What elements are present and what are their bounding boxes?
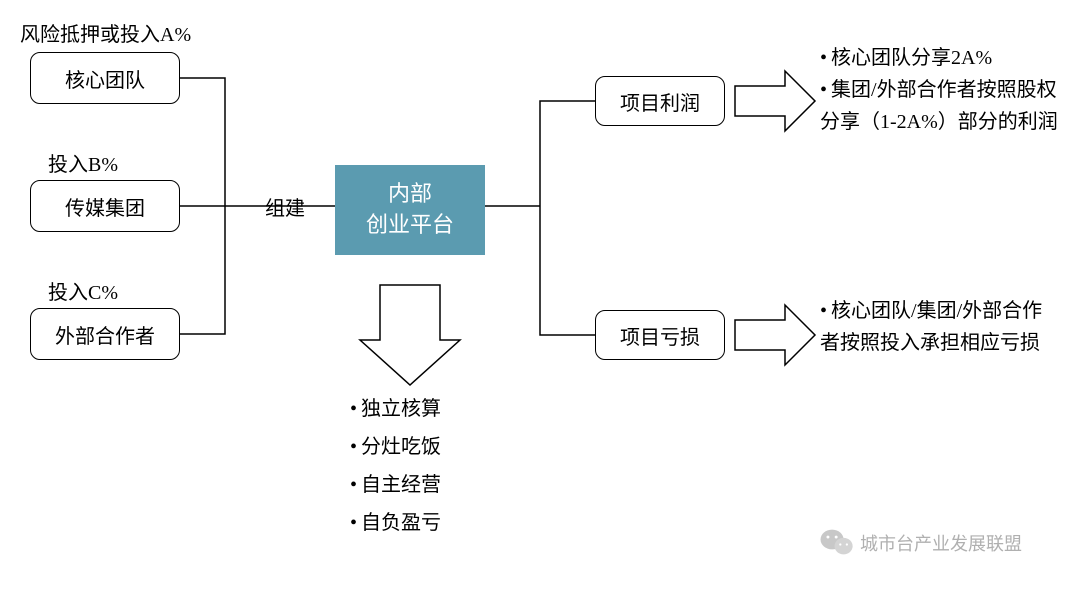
- node-loss-label: 项目亏损: [620, 321, 700, 350]
- center-line1: 内部: [388, 179, 432, 210]
- node1-header: 风险抵押或投入A%: [20, 18, 191, 47]
- center-platform: 内部 创业平台: [335, 165, 485, 255]
- node-profit-label: 项目利润: [620, 87, 700, 116]
- watermark-text: 城市台产业发展联盟: [860, 530, 1022, 556]
- feature-2: 分灶吃饭: [350, 428, 441, 466]
- feature-3: 自主经营: [350, 466, 441, 504]
- merge-label: 组建: [265, 192, 305, 221]
- profit-bullets: 核心团队分享2A% 集团/外部合作者按照股权分享（1-2A%）部分的利润: [820, 42, 1060, 138]
- feature-1: 独立核算: [350, 390, 441, 428]
- node-profit: 项目利润: [595, 76, 725, 126]
- profit-bullet-2: 集团/外部合作者按照股权分享（1-2A%）部分的利润: [820, 74, 1060, 138]
- node2-header: 投入B%: [48, 148, 118, 177]
- profit-bullet-1: 核心团队分享2A%: [820, 42, 1060, 74]
- node-external-partner-label: 外部合作者: [55, 320, 155, 349]
- center-line2: 创业平台: [366, 210, 454, 241]
- node-loss: 项目亏损: [595, 310, 725, 360]
- node-core-team-label: 核心团队: [65, 64, 145, 93]
- loss-bullet-1: 核心团队/集团/外部合作者按照投入承担相应亏损: [820, 295, 1060, 359]
- feature-4: 自负盈亏: [350, 504, 441, 542]
- node3-header: 投入C%: [48, 276, 118, 305]
- center-features: 独立核算 分灶吃饭 自主经营 自负盈亏: [350, 390, 441, 542]
- wechat-icon: [820, 528, 854, 556]
- node-core-team: 核心团队: [30, 52, 180, 104]
- node-media-group: 传媒集团: [30, 180, 180, 232]
- loss-bullets: 核心团队/集团/外部合作者按照投入承担相应亏损: [820, 295, 1060, 359]
- node-external-partner: 外部合作者: [30, 308, 180, 360]
- node-media-group-label: 传媒集团: [65, 192, 145, 221]
